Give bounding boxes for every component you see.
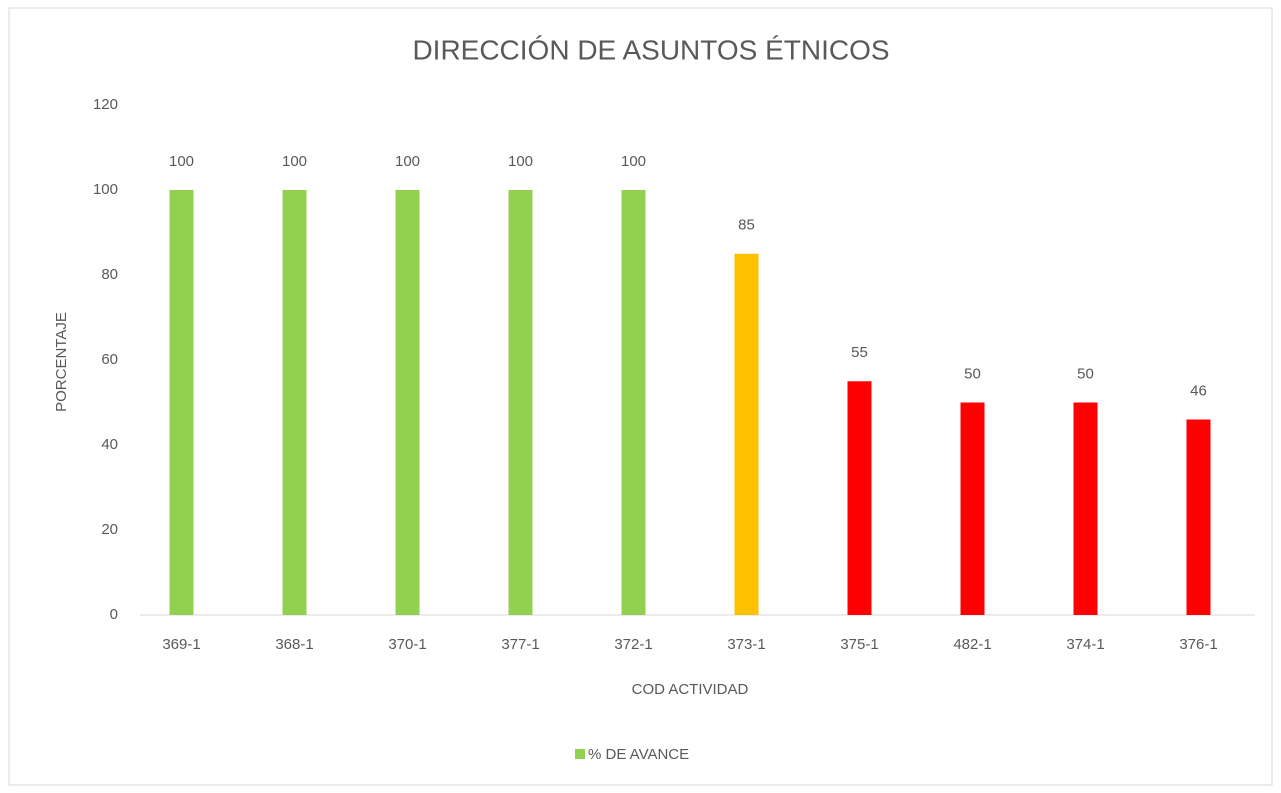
x-tick-label: 377-1: [501, 636, 539, 653]
data-label: 100: [508, 153, 533, 170]
y-axis-label: PORCENTAJE: [53, 312, 70, 412]
bar: [169, 190, 194, 615]
data-label: 50: [964, 365, 981, 382]
y-tick-label: 100: [93, 181, 118, 198]
legend-label: % DE AVANCE: [588, 746, 689, 763]
data-label: 100: [395, 153, 420, 170]
data-label: 100: [282, 153, 307, 170]
bar: [395, 190, 420, 615]
x-axis-label: COD ACTIVIDAD: [632, 681, 749, 698]
data-label: 46: [1190, 382, 1207, 399]
data-label: 55: [851, 344, 868, 361]
y-tick-label: 20: [101, 521, 118, 538]
bar: [734, 253, 759, 615]
bar: [847, 381, 872, 615]
bar: [282, 190, 307, 615]
x-tick-label: 482-1: [953, 636, 991, 653]
x-tick-label: 372-1: [614, 636, 652, 653]
data-label: 50: [1077, 365, 1094, 382]
x-tick-label: 375-1: [840, 636, 878, 653]
bar: [508, 190, 533, 615]
x-tick-label: 374-1: [1066, 636, 1104, 653]
x-tick-label: 370-1: [388, 636, 426, 653]
chart-title: DIRECCIÓN DE ASUNTOS ÉTNICOS: [412, 34, 889, 65]
x-tick-label: 368-1: [275, 636, 313, 653]
x-tick-label: 376-1: [1179, 636, 1217, 653]
bar: [960, 402, 985, 615]
bar: [1186, 419, 1211, 615]
data-label: 100: [621, 153, 646, 170]
y-tick-label: 60: [101, 351, 118, 368]
bar: [621, 190, 646, 615]
y-tick-label: 80: [101, 266, 118, 283]
y-tick-label: 40: [101, 436, 118, 453]
y-tick-label: 120: [93, 96, 118, 113]
x-tick-label: 369-1: [162, 636, 200, 653]
legend-swatch: [575, 749, 585, 759]
data-label: 100: [169, 153, 194, 170]
x-tick-label: 373-1: [727, 636, 765, 653]
y-tick-label: 0: [110, 606, 118, 623]
bar: [1073, 402, 1098, 615]
data-label: 85: [738, 217, 755, 234]
